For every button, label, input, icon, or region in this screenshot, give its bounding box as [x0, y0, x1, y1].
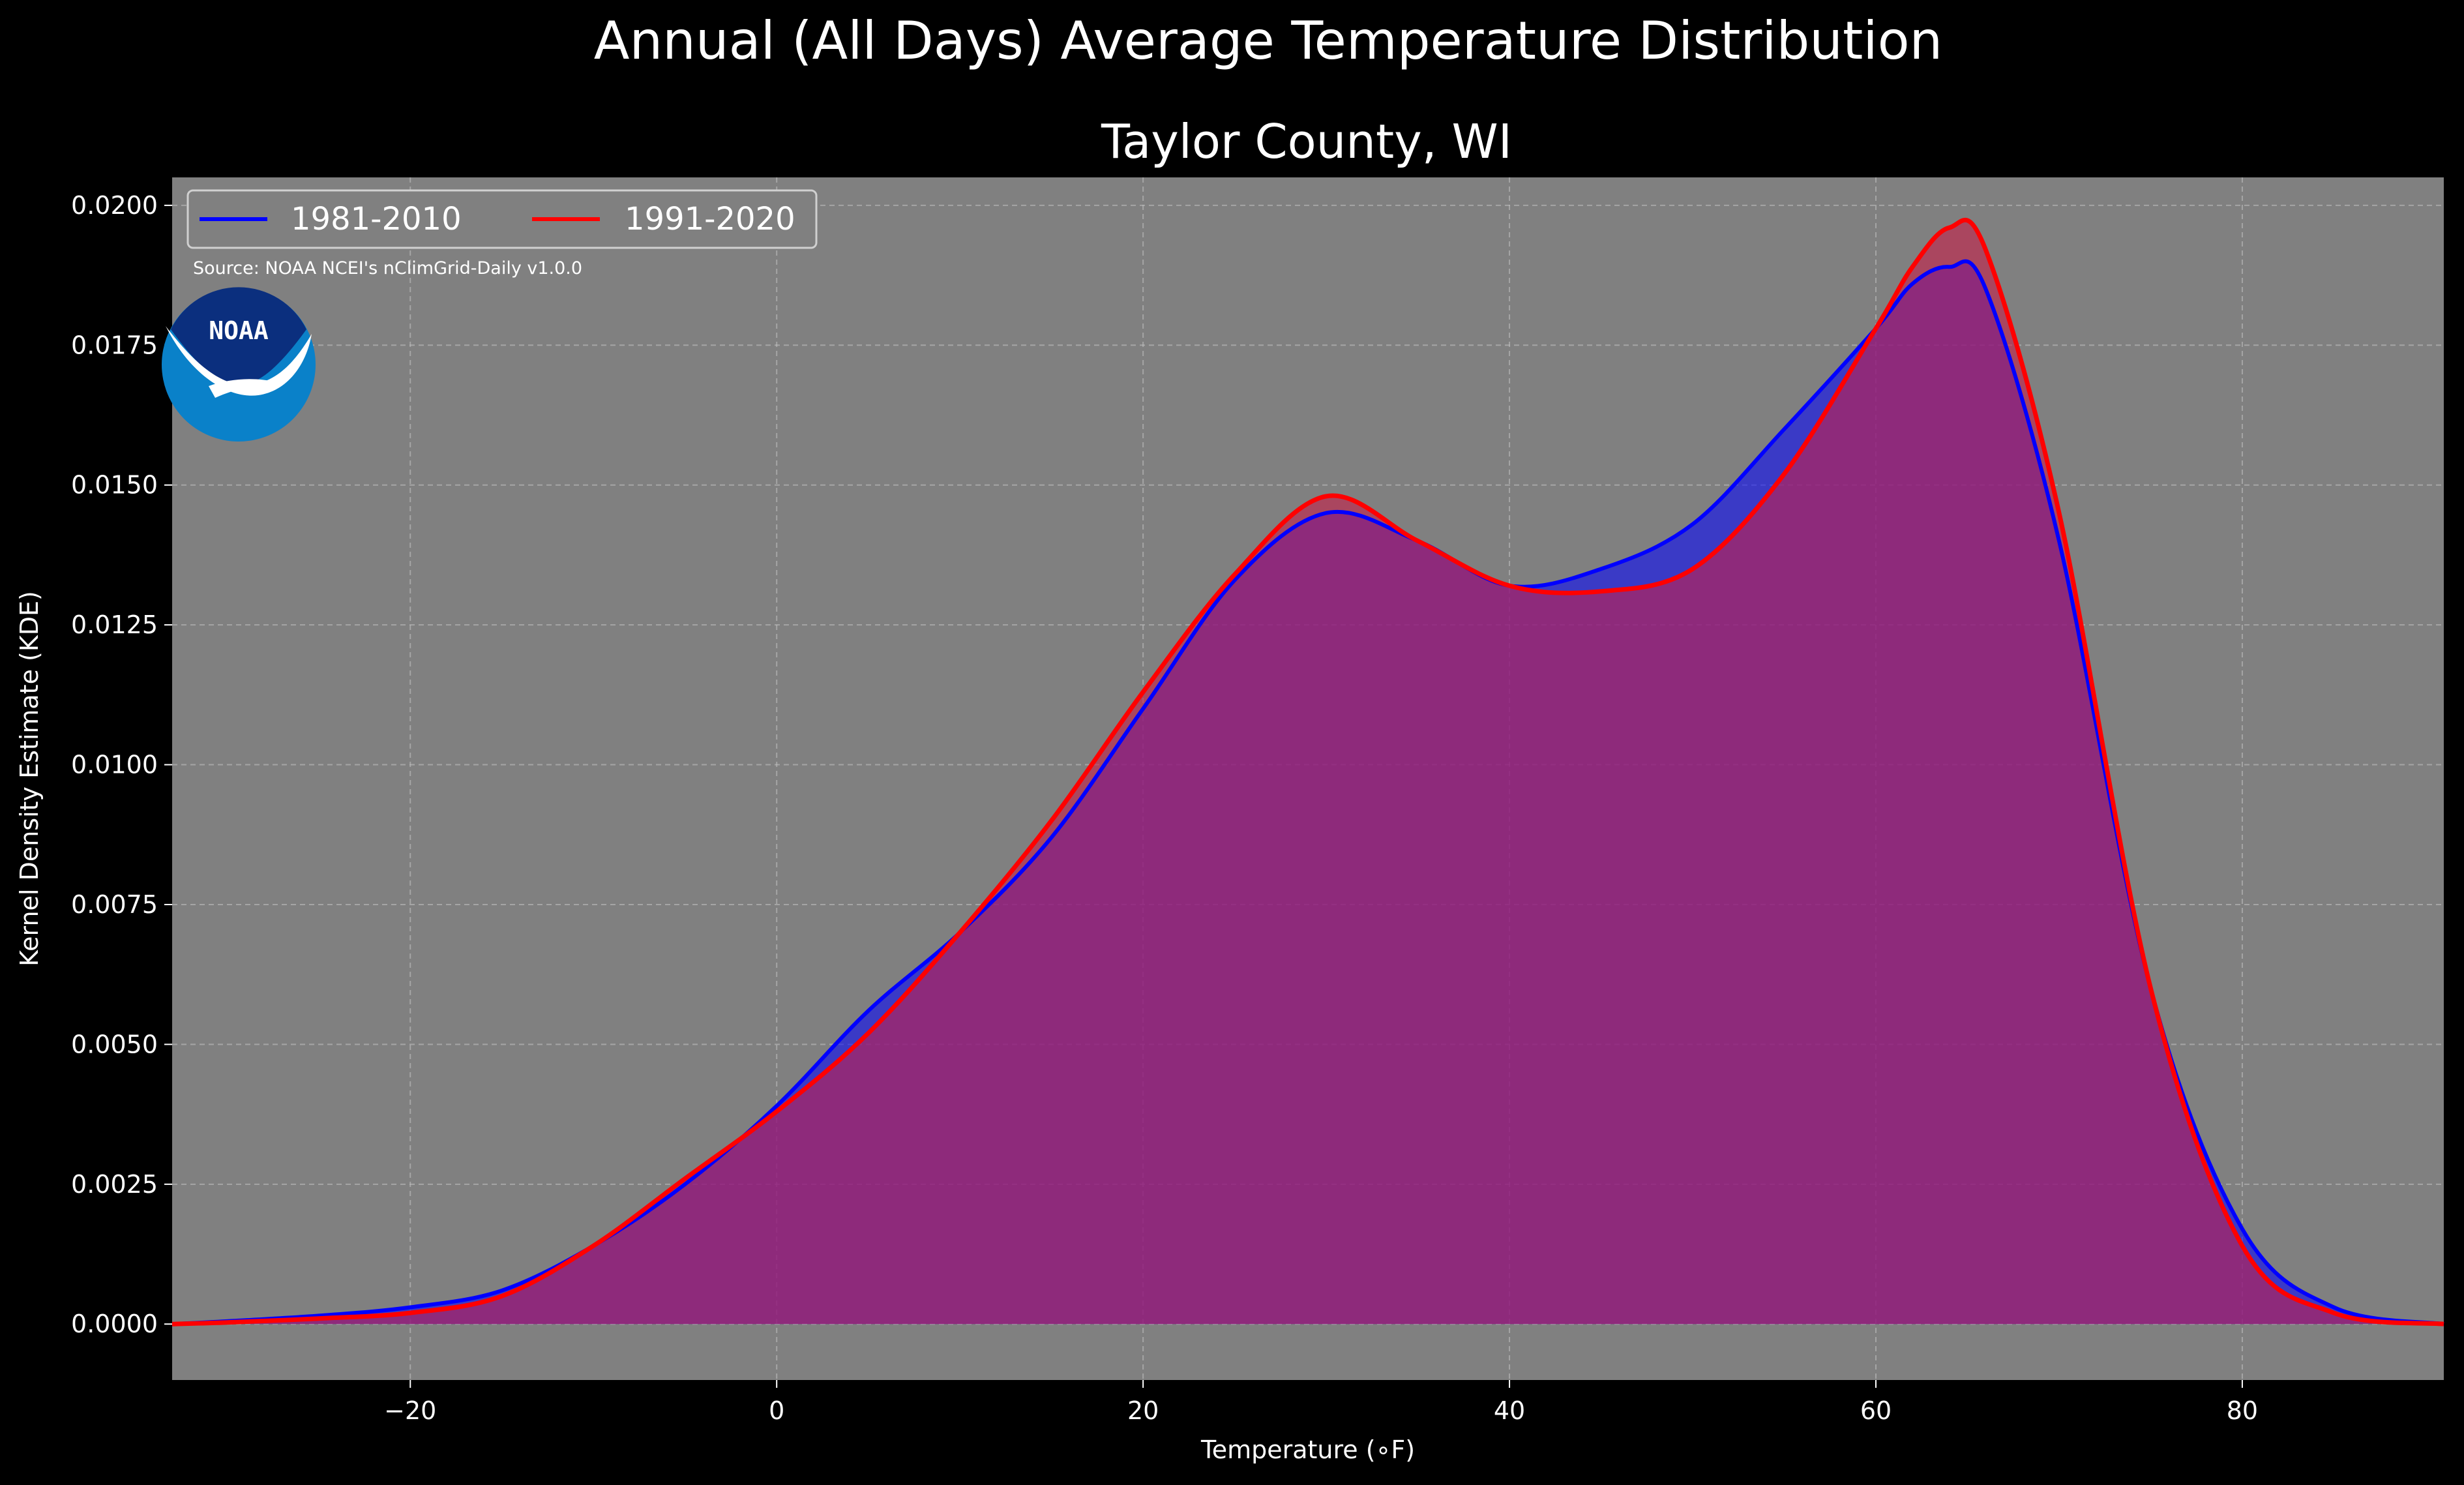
series-line-1991-2020 [171, 217, 2444, 1327]
y-tick-label: 0.0175 [71, 331, 158, 359]
x-tick-label: 40 [1494, 1396, 1525, 1425]
y-axis-label: Kernel Density Estimate (KDE) [15, 591, 44, 967]
noaa-logo: NOAA [162, 287, 316, 442]
x-tick-label: 20 [1127, 1396, 1159, 1425]
chart-title: Taylor County, WI [1101, 114, 1512, 169]
y-tick-label: 0.0050 [71, 1030, 158, 1058]
noaa-logo-text: NOAA [209, 316, 269, 345]
y-tick-label: 0.0125 [71, 610, 158, 639]
y-tick-label: 0.0200 [71, 191, 158, 220]
x-tick-label: −20 [384, 1396, 436, 1425]
density-lines [171, 217, 2444, 1327]
x-axis-label: Temperature (∘F) [1200, 1435, 1415, 1464]
legend-label-1981-2010: 1981-2010 [291, 201, 462, 237]
chart-suptitle: Annual (All Days) Average Temperature Di… [594, 10, 1942, 71]
legend-label-1991-2020: 1991-2020 [625, 201, 795, 237]
x-tick-label: 0 [769, 1396, 784, 1425]
y-tick-label: 0.0075 [71, 890, 158, 919]
density-areas [172, 220, 2444, 1325]
area-1991-2020 [172, 220, 2444, 1325]
x-tick-label: 80 [2227, 1396, 2258, 1425]
y-tick-label: 0.0025 [71, 1170, 158, 1199]
axis-ticks: −20 0 20 40 60 80 0.0000 0.0025 0.0050 0.0075 0.01… [71, 191, 2258, 1425]
legend-frame [186, 189, 818, 249]
source-note: Source: NOAA NCEI's nClimGrid-Daily v1.0… [193, 258, 582, 278]
y-tick-label: 0.0000 [71, 1310, 158, 1338]
legend: 1981-2010 1991-2020 [186, 189, 818, 249]
y-tick-label: 0.0100 [71, 751, 158, 779]
x-tick-label: 60 [1860, 1396, 1892, 1425]
y-tick-label: 0.0150 [71, 471, 158, 500]
